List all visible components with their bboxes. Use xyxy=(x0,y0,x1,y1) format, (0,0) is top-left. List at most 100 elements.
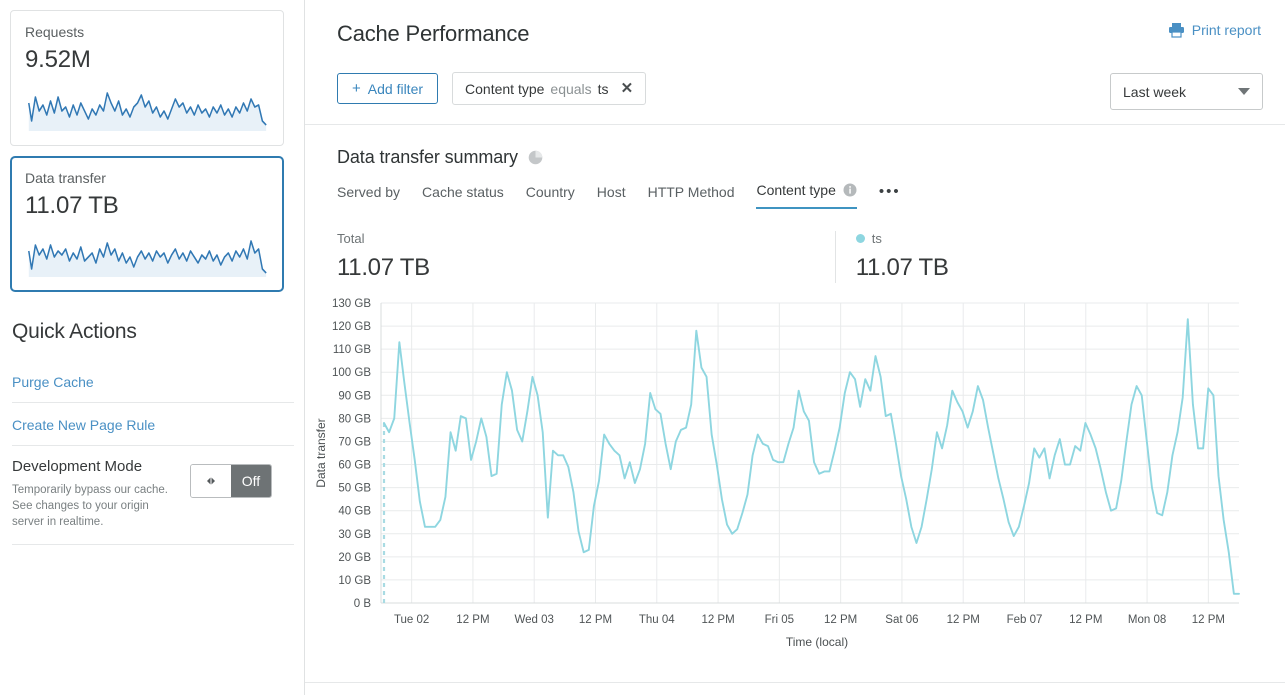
development-mode-block: Development Mode Temporarily bypass our … xyxy=(12,446,294,530)
print-report-button[interactable]: Print report xyxy=(1168,22,1261,38)
requests-sparkline xyxy=(28,92,267,131)
metric-value: 11.07 TB xyxy=(337,254,430,281)
series-color-dot-icon xyxy=(855,234,865,243)
svg-text:Thu 04: Thu 04 xyxy=(639,614,675,626)
metric-label: Total xyxy=(337,231,365,246)
print-report-label: Print report xyxy=(1191,22,1261,38)
summary-title: Data transfer summary xyxy=(337,147,518,167)
close-icon[interactable]: ✕ xyxy=(620,80,634,97)
tab-http-method[interactable]: HTTP Method xyxy=(648,184,735,209)
sidebar: Requests 9.52M Data transfer 11.07 TB Qu… xyxy=(0,0,305,695)
metric-value: 11.07 TB xyxy=(855,254,949,281)
quick-action-create-page-rule[interactable]: Create New Page Rule xyxy=(12,417,156,433)
svg-text:100 GB: 100 GB xyxy=(332,367,371,379)
stat-card-label: Data transfer xyxy=(25,170,106,186)
svg-text:110 GB: 110 GB xyxy=(333,344,371,356)
svg-text:Wed 03: Wed 03 xyxy=(514,614,553,626)
stat-card-value: 9.52M xyxy=(25,46,91,73)
svg-text:Sat 06: Sat 06 xyxy=(885,614,918,626)
svg-text:12 PM: 12 PM xyxy=(947,614,980,626)
more-options-icon[interactable]: ••• xyxy=(878,183,901,200)
summary-tabs: Served by Cache status Country Host HTTP… xyxy=(337,182,1261,209)
svg-text:12 PM: 12 PM xyxy=(1069,614,1102,626)
toggle-state-label: Off xyxy=(231,465,271,497)
development-mode-toggle[interactable]: Off xyxy=(190,464,272,498)
svg-text:20 GB: 20 GB xyxy=(338,552,371,564)
x-axis-title: Time (local) xyxy=(785,635,849,649)
quick-actions-title: Quick Actions xyxy=(12,320,137,343)
add-filter-label: Add filter xyxy=(367,80,424,97)
info-icon[interactable] xyxy=(843,183,857,197)
data-transfer-sparkline xyxy=(28,240,267,277)
tab-label: HTTP Method xyxy=(647,184,735,200)
tab-host[interactable]: Host xyxy=(597,184,626,209)
metric-label-row: ts xyxy=(855,231,949,246)
svg-text:Data transfer: Data transfer xyxy=(314,418,328,487)
left-right-arrows-icon xyxy=(207,477,215,485)
quick-actions-list: Purge Cache Create New Page Rule Develop… xyxy=(12,360,294,545)
tab-content-type[interactable]: Content type xyxy=(756,182,857,209)
date-range-value: Last week xyxy=(1123,83,1187,100)
svg-text:60 GB: 60 GB xyxy=(338,460,371,472)
svg-text:120 GB: 120 GB xyxy=(332,321,371,333)
metric-ts: ts 11.07 TB xyxy=(834,231,989,283)
stat-card-value: 11.07 TB xyxy=(25,192,119,219)
svg-text:0 B: 0 B xyxy=(354,598,372,610)
chart-canvas[interactable]: 0 B 10 GB 20 GB 30 GB 40 GB 50 GB 60 GB 70 GB 80… xyxy=(309,293,1249,628)
tab-label: Served by xyxy=(337,184,401,200)
tab-label: Cache status xyxy=(422,184,504,200)
svg-text:12 PM: 12 PM xyxy=(579,614,612,626)
svg-text:Tue 02: Tue 02 xyxy=(394,614,429,626)
svg-text:Mon 08: Mon 08 xyxy=(1128,614,1166,626)
svg-text:70 GB: 70 GB xyxy=(338,436,371,448)
svg-text:90 GB: 90 GB xyxy=(338,390,371,402)
svg-text:12 PM: 12 PM xyxy=(1192,614,1225,626)
stat-card-data-transfer[interactable]: Data transfer 11.07 TB xyxy=(10,156,284,292)
summary-metrics: Total 11.07 TB ts 11.07 TB xyxy=(337,231,1261,283)
svg-text:Fri 05: Fri 05 xyxy=(765,614,794,626)
development-mode-heading: Development Mode xyxy=(12,458,143,475)
summary-header: Data transfer summary xyxy=(337,147,1261,168)
svg-text:12 PM: 12 PM xyxy=(456,614,489,626)
page-header: Cache Performance Print report + Add fil… xyxy=(305,0,1285,125)
svg-text:Feb 07: Feb 07 xyxy=(1007,614,1043,626)
svg-text:50 GB: 50 GB xyxy=(338,483,371,495)
tab-cache-status[interactable]: Cache status xyxy=(422,184,504,209)
printer-icon xyxy=(1168,23,1184,38)
svg-text:30 GB: 30 GB xyxy=(338,529,371,541)
tab-country[interactable]: Country xyxy=(526,184,575,209)
toggle-handle-icon[interactable] xyxy=(191,465,231,497)
metric-label: ts xyxy=(871,231,882,246)
quick-action-page-rule-row: Create New Page Rule xyxy=(12,403,294,446)
tab-label: Country xyxy=(525,184,575,200)
stat-card-requests[interactable]: Requests 9.52M xyxy=(10,10,284,146)
date-range-select[interactable]: Last week xyxy=(1110,73,1263,110)
svg-text:130 GB: 130 GB xyxy=(332,298,371,310)
filter-operator: equals xyxy=(550,80,592,97)
filter-value: ts xyxy=(597,80,609,97)
tab-served-by[interactable]: Served by xyxy=(337,184,400,209)
add-filter-button[interactable]: + Add filter xyxy=(337,73,439,104)
quick-action-purge-cache-row: Purge Cache xyxy=(12,360,294,403)
svg-text:12 PM: 12 PM xyxy=(824,614,857,626)
filter-bar: + Add filter Content type equals ts ✕ xyxy=(337,72,1261,105)
quick-actions-divider xyxy=(12,544,294,545)
main-content: Cache Performance Print report + Add fil… xyxy=(305,0,1285,695)
data-transfer-chart[interactable]: 0 B 10 GB 20 GB 30 GB 40 GB 50 GB 60 GB 70 GB 80… xyxy=(305,293,1285,649)
development-mode-description: Temporarily bypass our cache. See change… xyxy=(12,484,168,528)
filter-chip-content-type[interactable]: Content type equals ts ✕ xyxy=(452,72,647,105)
chevron-down-icon xyxy=(1238,88,1250,95)
tab-label: Host xyxy=(596,184,626,200)
quick-action-purge-cache[interactable]: Purge Cache xyxy=(12,374,94,390)
bottom-divider xyxy=(305,682,1285,683)
page-title: Cache Performance xyxy=(337,21,530,46)
stat-card-label: Requests xyxy=(25,24,85,40)
pie-chart-icon xyxy=(528,150,543,165)
filter-field: Content type xyxy=(465,80,545,97)
svg-text:80 GB: 80 GB xyxy=(338,413,371,425)
svg-text:12 PM: 12 PM xyxy=(701,614,734,626)
metric-total: Total 11.07 TB xyxy=(337,231,470,283)
tab-label: Content type xyxy=(756,182,836,198)
svg-text:10 GB: 10 GB xyxy=(338,575,371,587)
